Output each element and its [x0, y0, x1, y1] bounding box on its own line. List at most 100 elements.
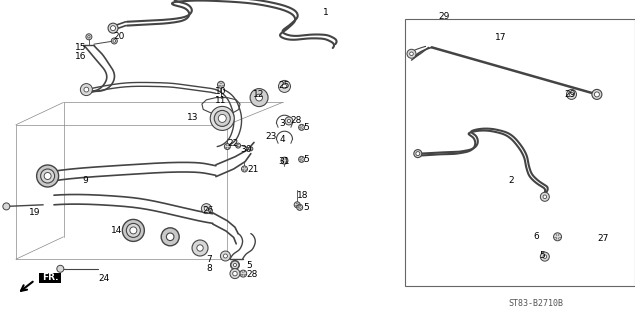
- Circle shape: [217, 81, 225, 88]
- Circle shape: [84, 87, 89, 92]
- Text: 1: 1: [323, 8, 328, 17]
- Text: 25: 25: [278, 81, 290, 90]
- Circle shape: [241, 166, 248, 172]
- Text: 23: 23: [265, 132, 277, 141]
- Text: 21: 21: [248, 165, 259, 174]
- Text: 11: 11: [215, 96, 226, 105]
- Text: 24: 24: [98, 274, 110, 283]
- FancyBboxPatch shape: [39, 273, 62, 283]
- Circle shape: [239, 270, 247, 277]
- Circle shape: [282, 84, 287, 89]
- Circle shape: [123, 220, 144, 241]
- Text: 30: 30: [240, 145, 251, 154]
- Text: ST83-B2710B: ST83-B2710B: [508, 299, 563, 308]
- Circle shape: [129, 226, 138, 235]
- Text: 5: 5: [246, 261, 252, 270]
- Text: 20: 20: [113, 32, 124, 41]
- Bar: [405, 19, 635, 286]
- Circle shape: [161, 228, 179, 246]
- Circle shape: [88, 36, 90, 38]
- Circle shape: [108, 23, 118, 33]
- Circle shape: [410, 52, 413, 56]
- Text: 15: 15: [75, 43, 86, 52]
- Circle shape: [594, 92, 599, 97]
- Text: 28: 28: [291, 116, 302, 125]
- Circle shape: [44, 172, 51, 180]
- Circle shape: [204, 207, 208, 211]
- Circle shape: [249, 147, 253, 151]
- Circle shape: [110, 26, 116, 31]
- Circle shape: [43, 171, 53, 181]
- Circle shape: [220, 251, 231, 261]
- Text: 8: 8: [206, 264, 212, 273]
- Circle shape: [297, 204, 303, 210]
- Circle shape: [210, 106, 234, 131]
- Circle shape: [86, 34, 92, 40]
- Text: 18: 18: [297, 191, 309, 200]
- Circle shape: [294, 202, 300, 208]
- Text: 6: 6: [533, 232, 539, 241]
- Text: 12: 12: [253, 90, 264, 99]
- Text: 16: 16: [75, 52, 86, 61]
- Circle shape: [566, 89, 577, 100]
- Circle shape: [111, 38, 117, 44]
- Circle shape: [224, 254, 227, 258]
- Circle shape: [113, 40, 116, 42]
- Circle shape: [3, 203, 10, 210]
- Circle shape: [592, 89, 602, 100]
- Circle shape: [256, 94, 262, 101]
- Circle shape: [279, 80, 290, 92]
- Circle shape: [166, 233, 174, 241]
- Circle shape: [250, 89, 268, 107]
- Text: 5: 5: [304, 156, 309, 164]
- Text: 2: 2: [508, 176, 514, 185]
- Text: 28: 28: [246, 270, 258, 279]
- Circle shape: [192, 240, 208, 256]
- Circle shape: [201, 204, 211, 214]
- Circle shape: [230, 268, 240, 279]
- Circle shape: [236, 143, 241, 148]
- Text: 7: 7: [206, 255, 212, 264]
- Circle shape: [287, 119, 291, 123]
- Text: 13: 13: [187, 113, 199, 122]
- Text: 31: 31: [278, 157, 290, 166]
- Text: 5: 5: [540, 252, 545, 260]
- Circle shape: [570, 92, 573, 96]
- Text: 10: 10: [215, 87, 226, 96]
- Circle shape: [540, 192, 549, 201]
- Circle shape: [298, 156, 305, 162]
- Text: 5: 5: [304, 124, 309, 132]
- Circle shape: [231, 260, 239, 269]
- Text: 4: 4: [279, 135, 285, 144]
- Circle shape: [81, 84, 92, 96]
- Text: 3: 3: [279, 119, 285, 128]
- Circle shape: [197, 245, 203, 251]
- Circle shape: [41, 169, 55, 183]
- Circle shape: [37, 165, 58, 187]
- Text: FR.: FR.: [42, 273, 58, 282]
- Text: 26: 26: [202, 206, 213, 215]
- Text: 22: 22: [227, 139, 239, 148]
- Circle shape: [218, 114, 226, 122]
- Circle shape: [126, 223, 140, 237]
- Text: 29: 29: [438, 12, 450, 21]
- Circle shape: [233, 263, 237, 267]
- Circle shape: [416, 152, 420, 156]
- Circle shape: [233, 263, 237, 267]
- Circle shape: [554, 233, 561, 241]
- Circle shape: [407, 49, 416, 58]
- Circle shape: [232, 271, 237, 276]
- Circle shape: [281, 157, 288, 164]
- Circle shape: [130, 227, 137, 234]
- Text: 17: 17: [495, 33, 507, 42]
- Circle shape: [543, 255, 547, 259]
- Text: 19: 19: [29, 208, 40, 217]
- Circle shape: [214, 110, 231, 126]
- Text: 27: 27: [597, 234, 608, 243]
- Circle shape: [285, 117, 293, 125]
- Text: 14: 14: [111, 226, 123, 235]
- Circle shape: [298, 124, 305, 130]
- Circle shape: [231, 261, 239, 269]
- Text: 5: 5: [304, 204, 309, 212]
- Text: 29: 29: [564, 90, 575, 99]
